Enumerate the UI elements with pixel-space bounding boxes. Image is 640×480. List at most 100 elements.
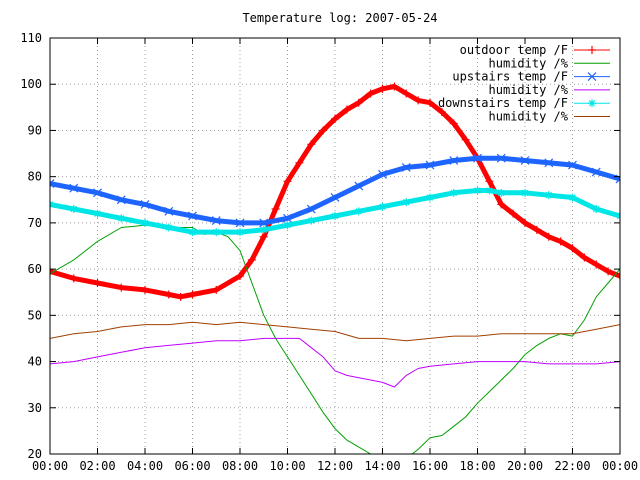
data-point [259, 218, 269, 228]
data-point [259, 225, 268, 234]
data-point [235, 218, 245, 228]
data-point [93, 209, 102, 218]
legend-marker [588, 99, 596, 108]
legend-label: upstairs temp /F [452, 70, 568, 84]
data-point [259, 232, 268, 241]
data-point [402, 89, 411, 98]
x-tick-label: 08:00 [222, 459, 258, 473]
data-point [449, 119, 458, 128]
data-point [473, 153, 482, 163]
data-point [378, 84, 387, 93]
data-point [188, 228, 197, 237]
data-point [354, 181, 364, 191]
data-point [176, 292, 185, 301]
data-point [331, 211, 339, 220]
data-point [401, 162, 411, 172]
series-line [50, 337, 620, 388]
data-point [69, 274, 78, 283]
data-point [50, 267, 54, 276]
data-point [330, 193, 340, 202]
x-tick-label: 00:00 [32, 459, 68, 473]
legend-label: humidity /% [489, 110, 569, 124]
data-point [283, 213, 292, 223]
data-point [117, 283, 126, 292]
data-point [306, 204, 316, 214]
data-point [402, 198, 411, 207]
data-point [604, 267, 613, 276]
y-tick-label: 20 [28, 447, 42, 461]
y-tick-label: 50 [28, 308, 42, 322]
series-line [50, 321, 620, 342]
data-point [141, 285, 149, 294]
data-point [378, 169, 387, 179]
data-point [592, 260, 601, 269]
data-point [212, 228, 221, 237]
x-tick-label: 14:00 [364, 459, 400, 473]
data-point [307, 216, 316, 225]
x-tick-label: 02:00 [79, 459, 115, 473]
series-layer [50, 82, 620, 454]
data-point [212, 285, 221, 294]
data-point [544, 232, 553, 241]
y-tick-label: 110 [20, 31, 42, 45]
data-point [497, 188, 506, 197]
data-point [485, 177, 494, 186]
data-point [485, 186, 494, 195]
data-point [188, 211, 197, 221]
data-point [141, 218, 149, 227]
data-point [342, 105, 351, 114]
legend-label: humidity /% [489, 83, 569, 97]
data-point [616, 272, 620, 281]
data-point [568, 193, 577, 202]
data-point [521, 188, 529, 197]
data-point [354, 98, 363, 107]
data-point [496, 153, 506, 163]
data-point [331, 114, 339, 123]
data-point [164, 290, 173, 299]
data-point [236, 228, 244, 237]
legend-label: outdoor temp /F [460, 43, 568, 57]
data-point [473, 186, 482, 195]
data-point [69, 205, 78, 214]
data-point [556, 237, 565, 246]
data-point [50, 179, 55, 189]
data-point [295, 158, 304, 167]
data-point [461, 135, 470, 144]
data-point [425, 160, 435, 170]
x-tick-label: 10:00 [269, 459, 305, 473]
data-point [283, 221, 292, 230]
data-point [568, 160, 577, 170]
x-tick-label: 16:00 [412, 459, 448, 473]
data-point [271, 205, 280, 214]
data-point [283, 177, 292, 186]
data-point [580, 253, 589, 262]
data-point [497, 200, 506, 209]
data-point [520, 156, 530, 165]
legend-marker [587, 72, 597, 82]
grid-layer [50, 38, 620, 454]
legend-label: downstairs temp /F [438, 96, 568, 110]
data-point [532, 225, 541, 234]
data-point [117, 214, 126, 223]
data-point [591, 167, 601, 177]
x-tick-label: 20:00 [507, 459, 543, 473]
legend-marker [588, 46, 596, 54]
data-point [93, 188, 102, 198]
data-point [236, 272, 244, 281]
data-point [140, 199, 150, 209]
data-point [354, 207, 363, 216]
series-0 [50, 82, 620, 301]
data-point [69, 183, 79, 193]
data-point [592, 205, 601, 214]
data-point [319, 126, 328, 135]
data-point [521, 218, 529, 227]
data-point [544, 191, 553, 200]
x-tick-label: 00:00 [602, 459, 638, 473]
y-tick-label: 90 [28, 123, 42, 137]
data-point [390, 82, 399, 91]
axis-layer: 20 30 40 50 60 70 80 90 100 110 00:00 02:00 04:00 06:… [20, 31, 638, 473]
chart-title: Temperature log: 2007-05-24 [242, 11, 437, 25]
data-point [93, 278, 102, 287]
